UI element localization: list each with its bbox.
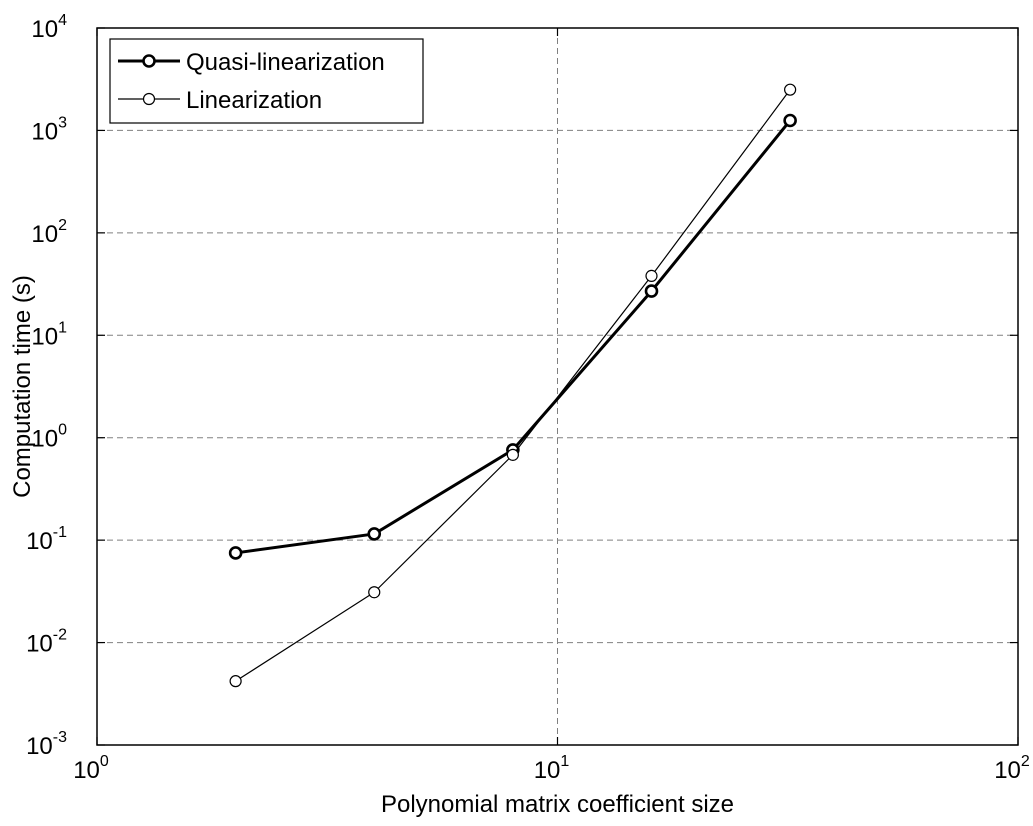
legend-marker [142,92,156,106]
y-tick-exponent: -1 [53,524,67,541]
y-tick-exponent: 3 [58,114,67,131]
y-tick-exponent: 1 [58,319,67,336]
y-tick-base: 10 [26,528,53,555]
x-tick-label: 102 [994,753,1030,784]
legend-box [109,38,424,124]
data-point [229,675,242,688]
y-tick-label: 10-3 [26,729,67,760]
y-axis-label: Computation time (s) [9,275,36,498]
plot-frame [96,27,1019,746]
series-line [235,119,792,555]
y-tick-label: 103 [31,114,67,145]
y-tick-base: 10 [26,631,53,658]
y-tick-label: 104 [31,12,67,43]
y-tick-base: 10 [31,323,58,350]
y-tick-exponent: -3 [53,729,67,746]
data-point [784,83,797,96]
legend-label: Linearization [186,87,322,114]
y-tick-base: 10 [26,733,53,760]
x-tick-base: 10 [534,757,561,784]
x-tick-base: 10 [73,757,100,784]
data-point [506,448,519,461]
series-layer [228,83,797,688]
data-point [228,546,243,560]
x-axis-label: Polynomial matrix coefficient size [381,791,734,818]
legend-marker [142,54,156,68]
legend: Quasi-linearization Linearization [109,38,424,124]
series-line [235,89,791,682]
grid-layer [97,28,1018,745]
y-tick-base: 10 [31,16,58,43]
data-point [367,527,382,541]
x-tick-exponent: 0 [100,753,109,770]
y-tick-label: 102 [31,217,67,248]
y-tick-label: 101 [31,319,67,350]
y-tick-base: 10 [31,221,58,248]
data-point [645,269,658,282]
y-tick-base: 10 [31,118,58,145]
y-tick-label: 10-2 [26,627,67,658]
series-2 [229,83,797,688]
y-tick-exponent: -2 [53,627,67,644]
y-tick-exponent: 4 [58,12,67,29]
y-tick-base: 10 [31,426,58,453]
y-tick-exponent: 2 [58,217,67,234]
y-tick-label: 10-1 [26,524,67,555]
y-tick-label: 100 [31,422,67,453]
data-point [368,586,381,599]
series-1 [228,113,797,560]
data-point [783,113,797,128]
x-tick-label: 101 [534,753,570,784]
x-tick-label: 100 [73,753,109,784]
data-point [644,284,659,298]
x-tick-exponent: 2 [1021,753,1030,770]
x-tick-base: 10 [994,757,1021,784]
legend-label: Quasi-linearization [186,49,385,76]
y-tick-exponent: 0 [58,422,67,439]
x-tick-exponent: 1 [560,753,569,770]
